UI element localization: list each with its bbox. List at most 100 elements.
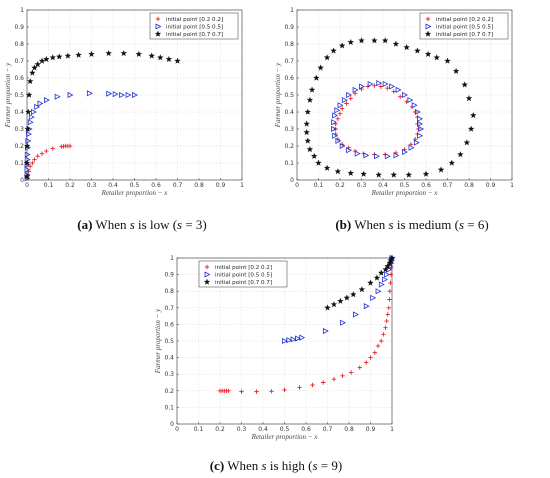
data-point [374, 153, 381, 160]
data-point [28, 164, 33, 169]
data-point [304, 108, 312, 115]
data-point [32, 157, 37, 162]
data-point [310, 152, 318, 159]
x-tick-label: 1 [240, 182, 244, 189]
legend-entry: initial point [0.7 0.7] [215, 280, 272, 286]
data-point [125, 91, 132, 99]
data-point [457, 151, 464, 158]
legend-marker [425, 23, 432, 30]
x-tick-label: 0.8 [344, 426, 354, 433]
data-point [26, 77, 34, 85]
data-point [303, 128, 310, 136]
data-point [367, 279, 374, 286]
data-point [24, 151, 31, 158]
data-point [331, 119, 338, 126]
y-tick-label: 1 [20, 7, 24, 14]
y-tick-label: 0.2 [164, 388, 174, 395]
data-point [341, 97, 348, 104]
x-axis-label: Retailer proportion − x [371, 189, 439, 197]
data-point [470, 111, 477, 119]
data-point [321, 380, 326, 385]
data-point [75, 51, 82, 58]
data-point [174, 57, 181, 64]
x-tick-label: 0.7 [443, 182, 453, 189]
data-point [461, 81, 468, 88]
data-point [157, 54, 164, 61]
data-point [411, 102, 418, 109]
data-point [313, 74, 320, 81]
data-point [339, 142, 346, 150]
data-point [334, 168, 342, 175]
data-point [25, 91, 33, 98]
data-point [387, 289, 393, 294]
data-point [23, 173, 31, 180]
x-tick-label: 0.3 [237, 426, 247, 433]
data-point [375, 343, 381, 349]
data-point [25, 108, 32, 115]
data-point [324, 304, 331, 311]
legend-box [419, 12, 509, 40]
data-point [148, 52, 155, 59]
data-point [463, 139, 471, 146]
data-point [348, 370, 354, 375]
x-tick-label: 0.9 [366, 426, 376, 433]
data-point [335, 137, 342, 144]
plot-frame [26, 9, 243, 181]
data-point [86, 90, 93, 97]
data-point [372, 83, 377, 88]
data-point [395, 86, 402, 93]
data-point [384, 153, 391, 160]
data-point [54, 93, 61, 100]
x-tick-label: 0 [25, 182, 29, 189]
y-tick-label: 0.9 [14, 24, 24, 31]
data-point [337, 102, 344, 109]
y-tick-label: 0.4 [164, 355, 174, 362]
y-axis-label: Farmer proportion − y [154, 308, 162, 374]
y-tick-label: 0.1 [164, 404, 174, 411]
y-axis-label: Farmer proportion − y [4, 62, 12, 128]
data-point [317, 64, 324, 71]
data-point [375, 288, 382, 295]
data-point [39, 151, 45, 156]
data-point [393, 152, 400, 159]
data-point [392, 40, 400, 47]
data-point [112, 91, 119, 98]
data-point [132, 91, 138, 99]
data-point [282, 337, 288, 345]
data-point [120, 49, 128, 57]
y-tick-label: 0.5 [164, 338, 174, 345]
data-point [28, 114, 35, 121]
data-point [282, 387, 287, 393]
data-point [106, 90, 113, 97]
legend-box [149, 12, 239, 40]
data-point [105, 49, 112, 57]
data-point [378, 281, 385, 288]
caption-a: (a) When s is low (s = 3) [77, 217, 207, 232]
data-point [34, 103, 41, 110]
data-point [444, 57, 451, 64]
data-point [391, 89, 396, 94]
data-point [390, 171, 398, 178]
data-point [352, 91, 358, 96]
x-tick-label: 0.5 [280, 426, 290, 433]
data-point [306, 96, 314, 103]
data-point [26, 131, 32, 138]
data-point [418, 125, 425, 133]
legend: initial point [0.2 0.2] initial point [0.… [419, 12, 509, 40]
y-tick-label: 0.5 [284, 92, 294, 99]
data-point [332, 132, 339, 139]
y-tick-label: 0.5 [14, 92, 24, 99]
data-point [50, 146, 55, 151]
data-point [448, 159, 456, 166]
x-tick-label: 0.4 [378, 182, 388, 189]
x-tick-label: 0.9 [216, 182, 226, 189]
data-point [34, 60, 42, 68]
y-tick-label: 0.7 [14, 58, 24, 65]
legend-entry: initial point [0.2 0.2] [436, 17, 493, 23]
data-point [433, 54, 441, 61]
data-point [332, 112, 339, 119]
data-point [424, 50, 432, 57]
data-point [23, 159, 31, 166]
x-tick-label: 0.2 [215, 426, 225, 433]
data-point [323, 54, 331, 61]
